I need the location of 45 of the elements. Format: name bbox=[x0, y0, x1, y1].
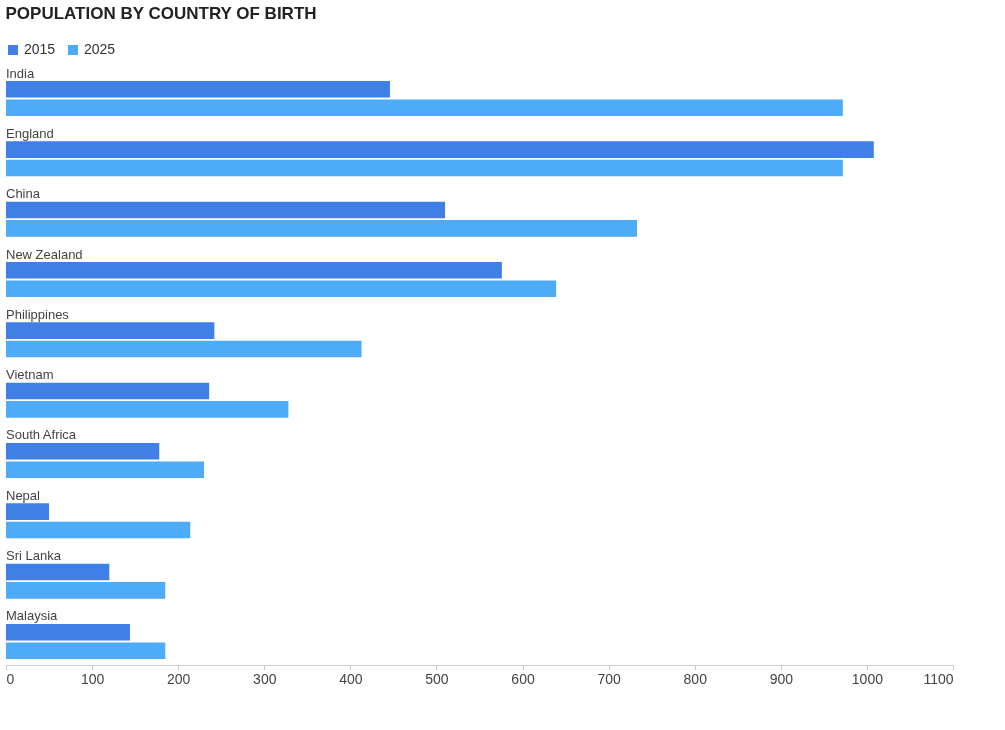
y-tick-label: India bbox=[6, 65, 35, 81]
bar bbox=[6, 461, 205, 478]
legend-label: 2025 bbox=[84, 41, 116, 57]
bar bbox=[6, 81, 390, 98]
y-tick-label: South Africa bbox=[6, 427, 77, 443]
y-tick-label: Vietnam bbox=[6, 367, 54, 383]
x-tick-label: 700 bbox=[597, 670, 622, 687]
bar bbox=[6, 141, 874, 158]
x-tick-label: 0 bbox=[6, 670, 15, 687]
bar bbox=[6, 280, 557, 297]
bar bbox=[6, 443, 160, 460]
bar bbox=[6, 503, 50, 520]
y-tick-label: England bbox=[6, 125, 54, 141]
bar bbox=[6, 201, 446, 219]
x-tick-label: 600 bbox=[511, 670, 535, 687]
x-tick-label: 500 bbox=[425, 670, 449, 687]
x-tick-label: 800 bbox=[683, 670, 708, 687]
y-tick-label: Malaysia bbox=[6, 608, 59, 624]
bar bbox=[6, 262, 502, 279]
chart-title: POPULATION BY COUNTRY OF BIRTH bbox=[5, 4, 317, 23]
x-tick-label: 100 bbox=[80, 670, 105, 687]
bar bbox=[6, 220, 638, 237]
x-tick-label: 1000 bbox=[851, 670, 884, 687]
bar bbox=[6, 322, 215, 339]
x-tick-label: 300 bbox=[253, 670, 277, 687]
bar bbox=[6, 582, 166, 599]
y-tick-label: Philippines bbox=[6, 306, 70, 322]
bar bbox=[6, 340, 362, 358]
bar bbox=[6, 159, 843, 177]
y-tick-label: China bbox=[6, 186, 41, 202]
bar bbox=[6, 99, 843, 117]
bar bbox=[6, 642, 166, 659]
y-tick-label: Nepal bbox=[6, 487, 41, 503]
legend-label: 2015 bbox=[24, 41, 56, 57]
bar bbox=[6, 623, 130, 641]
bar bbox=[6, 382, 210, 400]
x-tick-label: 1100 bbox=[923, 670, 954, 687]
y-tick-label: New Zealand bbox=[6, 246, 83, 262]
bar bbox=[6, 521, 191, 539]
y-tick-label: Sri Lanka bbox=[6, 548, 62, 564]
bar bbox=[6, 401, 289, 418]
x-tick-label: 900 bbox=[769, 670, 794, 687]
x-tick-label: 200 bbox=[167, 670, 191, 687]
x-tick-label: 400 bbox=[339, 670, 363, 687]
bar bbox=[6, 563, 110, 581]
